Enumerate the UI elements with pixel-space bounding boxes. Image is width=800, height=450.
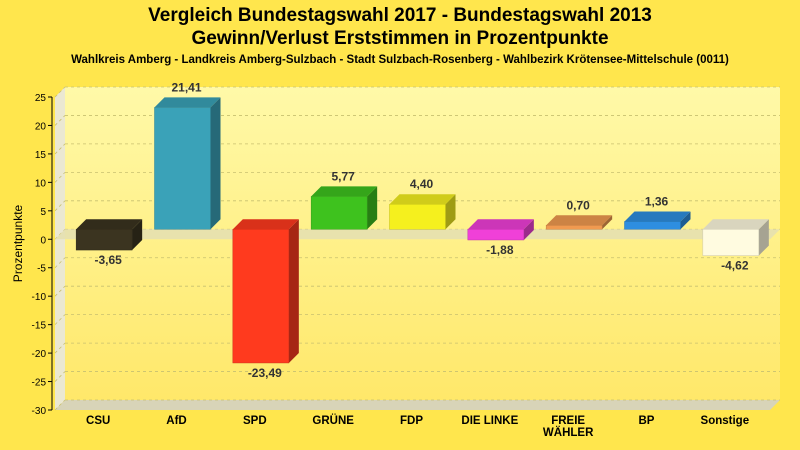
gridline-side (54, 371, 66, 382)
bar-side (288, 219, 299, 363)
bar-side (758, 219, 769, 256)
bar-top (311, 186, 378, 197)
value-label: 5,77 (331, 169, 355, 183)
x-tick-label: GRÜNE (312, 414, 354, 427)
bar-side (523, 219, 534, 240)
y-tick-label: -10 (32, 292, 47, 303)
bar-8 (702, 219, 769, 256)
bar-top (702, 219, 769, 230)
value-label: -1,88 (486, 243, 514, 257)
y-tick-label: 10 (35, 178, 47, 189)
value-label: 21,41 (171, 80, 201, 94)
value-label: -3,65 (94, 253, 122, 267)
bar-front (389, 203, 446, 230)
gridline-side (54, 200, 66, 212)
value-label: -4,62 (721, 259, 749, 273)
gridline-side (54, 314, 66, 325)
gridline-side (54, 285, 66, 297)
gridline-side (54, 86, 66, 98)
y-tick-label: -5 (37, 264, 46, 275)
x-tick-label: DIE LINKE (461, 415, 518, 427)
y-axis-label: Prozentpunkte (11, 204, 25, 282)
y-tick-label: -15 (32, 321, 47, 332)
y-tick-label: -20 (32, 349, 47, 360)
bar-side (602, 215, 613, 230)
gridline-side (54, 143, 66, 155)
y-tick-label: 5 (40, 207, 46, 218)
bar-top (467, 219, 534, 230)
y-tick-label: 25 (35, 93, 47, 104)
bar-front (702, 229, 760, 256)
y-tick-label: -30 (32, 406, 47, 417)
bar-front (545, 225, 603, 230)
x-tick-label: FDP (400, 415, 423, 427)
bar-4 (389, 194, 456, 230)
chart-title: Vergleich Bundestagswahl 2017 - Bundesta… (148, 5, 652, 26)
bar-front (154, 107, 211, 230)
bar-3 (310, 186, 378, 230)
chart-subtitle: Wahlkreis Amberg - Landkreis Amberg-Sulz… (71, 54, 729, 66)
bar-0 (75, 219, 143, 251)
value-label: 0,70 (566, 198, 590, 212)
y-tick-label: 15 (35, 150, 47, 161)
bar-side (680, 211, 691, 230)
y-tick-label: 0 (40, 235, 46, 246)
bar-front (624, 221, 681, 230)
gridline-side (54, 115, 66, 126)
bar-top (154, 97, 221, 108)
bar-side (367, 186, 378, 230)
bar-front (467, 229, 525, 241)
bar-side (132, 219, 143, 251)
bar-7 (624, 211, 691, 230)
x-tick-label: FREIE (551, 415, 585, 427)
chart-subtitle-line: Gewinn/Verlust Erststimmen in Prozentpun… (191, 28, 609, 49)
x-tick-label: Sonstige (701, 415, 750, 427)
bar-6 (545, 215, 613, 230)
bar-top (232, 219, 299, 230)
gridline-side (54, 399, 66, 411)
zero-plane (55, 229, 780, 240)
plot-floor (55, 400, 780, 410)
x-tick-label: AfD (166, 415, 186, 427)
bar-side (445, 194, 456, 230)
x-tick-label: SPD (243, 415, 267, 427)
x-tick-label: BP (639, 415, 655, 427)
value-label: -23,49 (248, 366, 282, 380)
bar-front (310, 196, 368, 230)
gridline-side (54, 342, 66, 354)
bar-front (75, 229, 133, 251)
bar-top (76, 219, 143, 230)
bar-2 (232, 219, 299, 364)
plot-side-wall (55, 87, 65, 410)
gridline-side (54, 172, 66, 183)
bar-top (546, 215, 613, 226)
bar-5 (467, 219, 534, 241)
value-label: 4,40 (410, 177, 434, 191)
bar-1 (154, 97, 221, 230)
y-tick-label: 20 (35, 121, 47, 132)
x-tick-label: WÄHLER (543, 426, 594, 439)
bar-top (389, 194, 456, 205)
bar-top (624, 211, 691, 222)
x-tick-label: CSU (86, 415, 110, 427)
bar-side (210, 97, 221, 230)
bar-front (232, 229, 290, 364)
y-tick-label: -25 (32, 378, 47, 389)
gridline-side (54, 257, 66, 269)
value-label: 1,36 (645, 195, 669, 209)
